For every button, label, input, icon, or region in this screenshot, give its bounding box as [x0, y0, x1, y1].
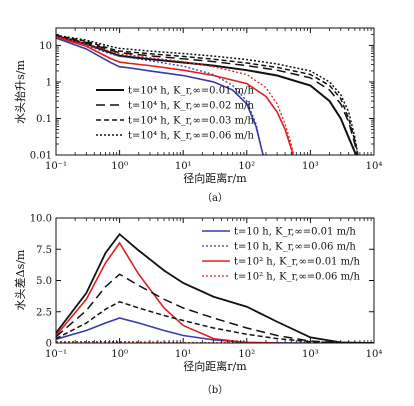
- y-tick-label: 2.5: [36, 307, 52, 318]
- panel-b-caption: （b）: [202, 384, 228, 396]
- y-tick-label: 0.01: [30, 151, 52, 162]
- series-line-2: [56, 34, 359, 155]
- legend-label: t=10⁴ h, K_r,∞=0.06 m/h: [128, 131, 254, 142]
- x-tick-label: 10⁰: [111, 349, 128, 360]
- panel-a-y-ticks: 10 1 0.1 0.01: [30, 27, 374, 162]
- series-line-0: [56, 35, 357, 155]
- series-line-7: [56, 35, 295, 155]
- panel-a-legend: t=10⁴ h, K_r,∞=0.01 m/h t=10⁴ h, K_r,∞=0.…: [96, 86, 254, 142]
- legend-label: t=10⁴ h, K_r,∞=0.02 m/h: [128, 101, 254, 112]
- x-tick-label: 10¹: [175, 161, 192, 172]
- series-line-3: [56, 34, 359, 155]
- y-tick-label: 10.0: [30, 214, 52, 225]
- y-tick-label: 0.1: [36, 114, 52, 125]
- panel-a-x-ticks: 10⁻¹ 10⁰ 10¹ 10² 10³ 10⁴: [45, 28, 382, 172]
- y-tick-label: 7.5: [36, 245, 52, 256]
- panel-b: 10⁻¹ 10⁰ 10¹ 10² 10³ 10⁴ 0 2.5 5.0 7.5 10.0 t=10 …: [13, 214, 382, 397]
- legend-label: t=10⁴ h, K_r,∞=0.01 m/h: [128, 86, 254, 97]
- legend-label: t=10 h, K_r,∞=0.01 m/h: [234, 227, 356, 238]
- x-tick-label: 10³: [302, 349, 319, 360]
- x-tick-label: 10⁴: [366, 349, 383, 360]
- series-line-6: [56, 300, 374, 343]
- series-line-6: [56, 36, 294, 155]
- y-tick-label: 1: [46, 77, 52, 88]
- panel-a-x-axis-label: 径向距离r/m: [183, 171, 247, 185]
- x-tick-label: 10⁴: [366, 161, 383, 172]
- x-tick-label: 10⁰: [111, 161, 128, 172]
- panel-b-series: [56, 232, 374, 343]
- legend-label: t=10⁴ h, K_r,∞=0.03 m/h: [128, 116, 254, 127]
- series-line-5: [56, 37, 264, 155]
- y-tick-label: 0: [46, 339, 52, 350]
- series-line-5: [56, 273, 374, 343]
- y-tick-label: 10: [39, 41, 52, 52]
- panel-a-y-axis-label: 水头抬升s/m: [13, 60, 27, 124]
- legend-label: t=10² h, K_r,∞=0.01 m/h: [234, 257, 360, 268]
- legend-label: t=10 h, K_r,∞=0.06 m/h: [234, 242, 356, 253]
- panel-b-y-axis-label: 水头差Δs/m: [13, 249, 27, 310]
- x-tick-label: 10³: [302, 161, 319, 172]
- y-tick-label: 5.0: [36, 276, 52, 287]
- panel-b-legend: t=10 h, K_r,∞=0.01 m/h t=10 h, K_r,∞=0.06…: [202, 227, 360, 283]
- series-line-2: [56, 241, 278, 343]
- panel-b-x-axis-label: 径向距离r/m: [183, 359, 247, 373]
- legend-label: t=10² h, K_r,∞=0.06 m/h: [234, 272, 360, 283]
- panel-b-x-ticks: 10⁻¹ 10⁰ 10¹ 10² 10³ 10⁴: [45, 218, 382, 360]
- panel-b-y-ticks: 0 2.5 5.0 7.5 10.0: [30, 214, 374, 350]
- x-tick-label: 10⁻¹: [45, 161, 67, 172]
- x-tick-label: 10¹: [175, 349, 192, 360]
- x-tick-label: 10²: [238, 161, 255, 172]
- panel-a-caption: （a）: [202, 192, 228, 204]
- x-tick-label: 10⁻¹: [45, 349, 67, 360]
- panel-a: 10⁻¹ 10⁰ 10¹ 10² 10³ 10⁴ 10 1 0.1 0.01 t=10⁴ h, …: [13, 27, 382, 204]
- panel-a-series: [56, 34, 359, 155]
- series-line-4: [56, 232, 374, 343]
- x-tick-label: 10²: [238, 349, 255, 360]
- series-line-1: [56, 35, 359, 155]
- panel-a-frame: [55, 27, 375, 156]
